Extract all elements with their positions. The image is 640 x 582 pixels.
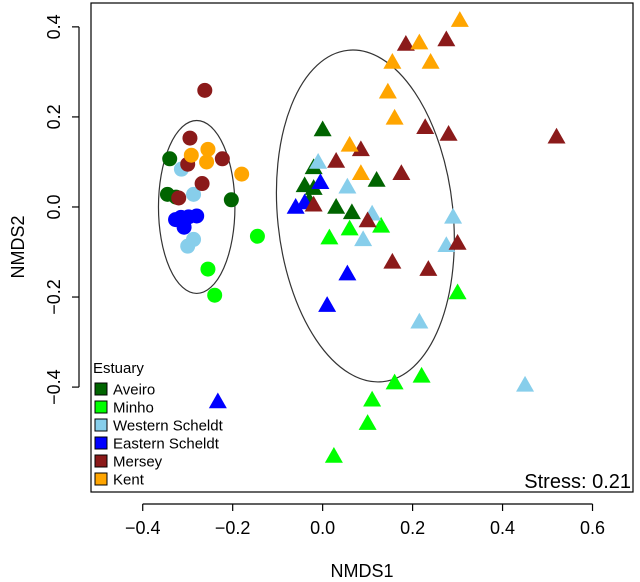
point-mersey-triangle [416, 118, 435, 135]
point-mersey-triangle [448, 233, 467, 250]
point-mersey-triangle [419, 260, 438, 276]
x-tick-label: 0.4 [490, 518, 515, 538]
point-mersey-circle [194, 176, 210, 192]
point-mersey-triangle [383, 252, 402, 269]
point-mersey-circle [182, 130, 198, 146]
point-kent-triangle [351, 164, 370, 180]
plot-border [90, 2, 634, 493]
x-axis: −0.4 −0.2 0.0 0.2 0.4 0.6 [125, 503, 605, 538]
point-mersey-circle [214, 151, 230, 167]
point-western-scheldt-triangle [444, 207, 463, 224]
point-mersey-triangle [327, 152, 346, 168]
point-eastern-scheldt-triangle [208, 392, 227, 409]
point-minho-triangle [358, 414, 377, 430]
point-western-scheldt-triangle [338, 177, 357, 194]
point-mersey-circle [171, 190, 187, 206]
point-aveiro-triangle [367, 170, 386, 187]
point-eastern-scheldt-triangle [318, 296, 337, 312]
point-minho-triangle [385, 373, 404, 390]
x-tick-label: 0.0 [310, 518, 335, 538]
point-kent-triangle [385, 108, 404, 125]
y-tick-label: 0.2 [44, 104, 64, 129]
legend-swatch [94, 382, 108, 396]
point-mersey-triangle [392, 164, 411, 180]
point-aveiro-triangle [342, 203, 361, 220]
point-kent-triangle [450, 11, 469, 27]
x-tick-label: −0.4 [125, 518, 161, 538]
point-aveiro-triangle [313, 120, 332, 137]
point-minho-circle [249, 228, 265, 244]
point-minho-circle [200, 261, 216, 277]
legend-label: Eastern Scheldt [113, 436, 220, 453]
point-western-scheldt-triangle [410, 312, 429, 329]
point-minho-triangle [448, 283, 467, 300]
point-aveiro-circle [223, 192, 239, 208]
point-aveiro-circle [162, 151, 178, 167]
point-western-scheldt-triangle [309, 152, 328, 169]
point-mersey-triangle [547, 127, 566, 144]
y-tick-label: −0.2 [44, 279, 64, 315]
point-mersey-triangle [396, 34, 415, 51]
point-minho-circle [207, 287, 223, 303]
point-minho-triangle [340, 219, 359, 236]
legend-swatch [94, 418, 108, 432]
y-axis: −0.4 −0.2 0.0 0.2 0.4 [44, 14, 80, 405]
point-minho-triangle [372, 216, 391, 233]
y-tick-label: 0.4 [44, 14, 64, 39]
point-kent-circle [199, 154, 215, 170]
point-western-scheldt-circle [180, 238, 196, 254]
point-western-scheldt-triangle [354, 230, 373, 247]
point-western-scheldt-circle [186, 186, 202, 202]
x-tick-label: 0.2 [400, 518, 425, 538]
point-mersey-circle [197, 82, 213, 98]
point-aveiro-triangle [327, 197, 346, 214]
legend-label: Mersey [113, 454, 163, 471]
legend-label: Aveiro [113, 382, 155, 399]
group-ellipse-2 [275, 49, 455, 383]
point-kent-triangle [340, 135, 359, 152]
group-ellipse-1 [157, 119, 236, 295]
legend-label: Minho [113, 400, 154, 417]
y-axis-label: NMDS2 [8, 215, 28, 278]
legend-swatch [94, 436, 108, 450]
legend-label: Kent [113, 472, 145, 489]
point-mersey-triangle [437, 30, 456, 47]
x-tick-label: 0.6 [580, 518, 605, 538]
point-eastern-scheldt-triangle [338, 264, 357, 281]
stress-label: Stress: 0.21 [524, 471, 631, 493]
point-eastern-scheldt-triangle [311, 173, 330, 189]
data-points [159, 11, 566, 463]
legend-swatch [94, 472, 108, 486]
point-kent-triangle [410, 33, 429, 50]
point-minho-triangle [363, 390, 382, 407]
x-tick-label: −0.2 [215, 518, 251, 538]
point-minho-triangle [324, 446, 343, 463]
point-minho-triangle [412, 366, 431, 383]
y-tick-label: −0.4 [44, 369, 64, 405]
legend-swatch [94, 454, 108, 468]
point-kent-triangle [378, 82, 397, 99]
point-kent-triangle [421, 52, 440, 69]
legend-swatch [94, 400, 108, 414]
point-mersey-triangle [304, 195, 323, 212]
point-eastern-scheldt-triangle [286, 197, 305, 214]
legend-title: Estuary [93, 360, 144, 377]
point-minho-triangle [320, 228, 339, 245]
point-kent-circle [234, 166, 250, 182]
point-mersey-triangle [439, 125, 458, 141]
y-tick-label: 0.0 [44, 194, 64, 219]
confidence-ellipses [157, 49, 455, 383]
point-kent-triangle [383, 52, 402, 69]
point-mersey-triangle [351, 140, 370, 157]
legend-label: Western Scheldt [113, 418, 224, 435]
point-western-scheldt-triangle [516, 375, 535, 392]
point-mersey-triangle [358, 211, 377, 228]
point-kent-circle [183, 147, 199, 163]
x-axis-label: NMDS1 [330, 561, 393, 581]
point-eastern-scheldt-circle [176, 219, 192, 235]
point-kent-circle [200, 141, 216, 157]
